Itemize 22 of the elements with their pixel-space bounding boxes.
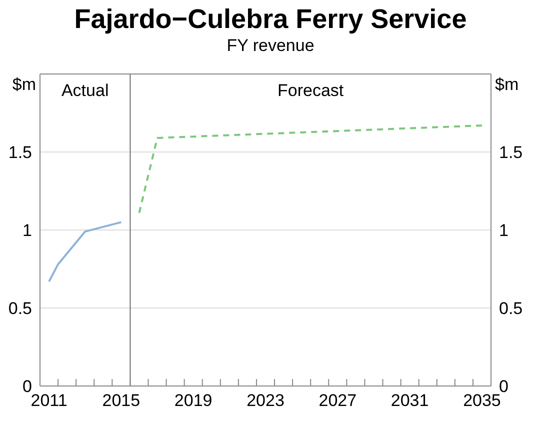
y2-tick-label: 0 [499,377,508,396]
y2-tick-label: 1 [499,221,508,240]
x-tick-label: 2015 [102,391,140,410]
line-series [48,221,122,282]
x-tick-label: 2027 [318,391,357,410]
y-tick-label: 0.5 [8,299,32,318]
x-tick-label: 2019 [174,391,212,410]
chart-subtitle: FY revenue [226,36,316,56]
x-tick-label: 2023 [246,391,284,410]
y2-axis-title: $m [495,75,519,94]
y2-tick-label: 1.5 [499,143,523,162]
x-tick-label: 2011 [30,391,68,410]
annotation: Forecast [278,81,344,100]
annotation: Actual [61,81,109,100]
y-axis-title: $m [12,75,36,94]
y-tick-label: 0 [22,377,32,396]
x-tick-label: 2035 [463,391,501,410]
y2-tick-label: 0.5 [499,299,523,318]
x-tick-label: 2031 [390,391,429,410]
y-tick-label: 1.5 [8,143,32,162]
y-tick-label: 1 [22,221,32,240]
chart-title: Fajardo−Culebra Ferry Service [73,4,468,35]
